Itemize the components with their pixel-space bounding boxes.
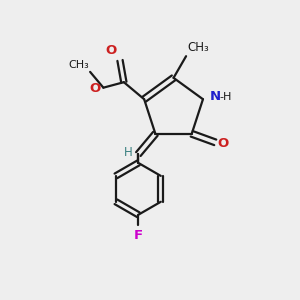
Text: CH₃: CH₃ (68, 59, 89, 70)
Text: O: O (218, 137, 229, 150)
Text: O: O (106, 44, 117, 58)
Text: H: H (124, 146, 133, 159)
Text: F: F (134, 229, 143, 242)
Text: O: O (90, 82, 101, 95)
Text: -H: -H (219, 92, 232, 102)
Text: CH₃: CH₃ (188, 41, 209, 54)
Text: N: N (209, 90, 220, 104)
